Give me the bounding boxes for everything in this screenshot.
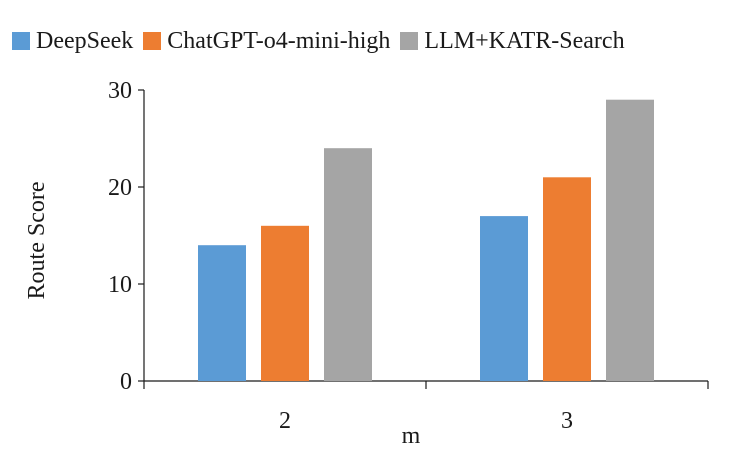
legend-item: ChatGPT-o4-mini-high (143, 28, 390, 55)
legend-item: LLM+KATR-Search (400, 27, 625, 55)
y-tick-label: 0 (120, 369, 132, 395)
legend-swatch (12, 32, 30, 50)
x-tick-label: 2 (279, 408, 291, 434)
bar-chatgpt-o4-mini-high-3 (543, 177, 591, 381)
legend-label: DeepSeek (36, 27, 134, 54)
x-tick-label: 3 (561, 408, 573, 434)
bar-deepseek-2 (198, 245, 246, 381)
legend-swatch (143, 32, 162, 50)
y-tick-label: 10 (108, 272, 132, 298)
y-tick-label: 20 (108, 175, 132, 201)
legend-swatch (400, 32, 419, 50)
chart-legend: DeepSeek ChatGPT-o4-mini-high LLM+KATR-Sea… (12, 26, 635, 56)
bar-deepseek-3 (480, 216, 528, 381)
y-axis-title: Route Score (24, 182, 50, 300)
bar-llm-katr-search-3 (606, 99, 654, 381)
legend-label: LLM+KATR-Search (424, 27, 625, 54)
bar-chatgpt-o4-mini-high-2 (261, 225, 309, 381)
bar-llm-katr-search-2 (324, 148, 372, 381)
legend-label: ChatGPT-o4-mini-high (167, 27, 391, 54)
x-axis-title: m (402, 423, 421, 449)
y-tick-label: 30 (108, 78, 132, 104)
legend-item: DeepSeek (12, 28, 133, 55)
